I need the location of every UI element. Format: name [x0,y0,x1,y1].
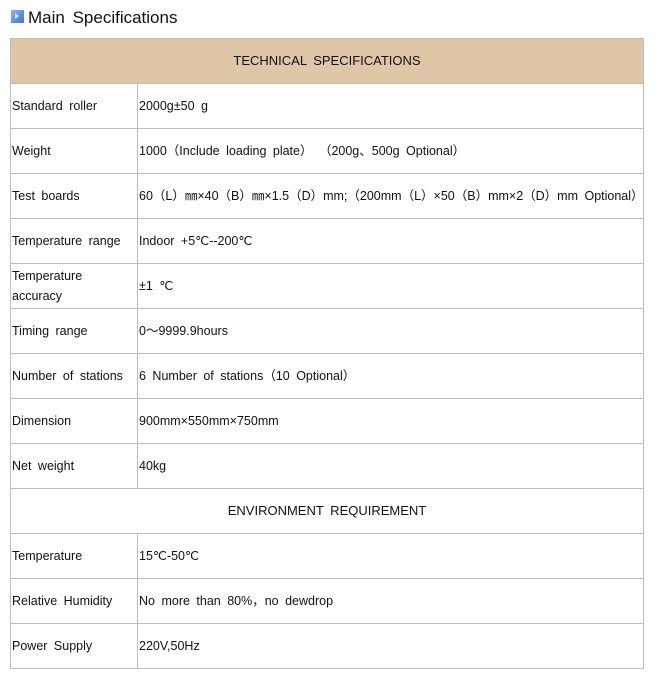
spec-value: 15℃-50℃ [137,533,644,579]
spec-value: 900mm×550mm×750mm [137,398,644,444]
table-row: Relative Humidity No more than 80%，no dew… [10,578,644,624]
spec-value: Indoor +5℃--200℃ [137,218,644,264]
spec-value: 2000g±50 g [137,83,644,129]
spec-label: Standard roller [10,83,138,129]
spec-label: Weight [10,128,138,174]
spec-label: Dimension [10,398,138,444]
spec-value: 40kg [137,443,644,489]
table-row: Timing range 0～9999.9hours [10,308,644,354]
table-row: Temperature 15℃-50℃ [10,533,644,579]
spec-label: Number of stations [10,353,138,399]
environment-header-row: ENVIRONMENT REQUIREMENT [10,488,644,534]
spec-label: Temperature [10,533,138,579]
spec-value: 60（L）㎜×40（B）㎜×1.5（D）mm;（200mm（L）×50（B）mm… [137,173,644,219]
bullet-arrow-icon [11,9,24,23]
spec-label: Relative Humidity [10,578,138,624]
table-row: Temperature accuracy ±1 ℃ [10,263,644,309]
table-row: Standard roller 2000g±50 g [10,83,644,129]
spec-value: ±1 ℃ [137,263,644,309]
spec-value: No more than 80%，no dewdrop [137,578,644,624]
table-row: Weight 1000（Include loading plate） （200g、… [10,128,644,174]
table-row: Net weight 40kg [10,443,644,489]
section-title: Main Specifications [11,8,177,28]
spec-label: Temperature accuracy [10,263,138,309]
table-row: Number of stations 6 Number of stations（1… [10,353,644,399]
table-row: Dimension 900mm×550mm×750mm [10,398,644,444]
spec-label: Net weight [10,443,138,489]
spec-table: TECHNICAL SPECIFICATIONS Standard roller 2… [10,38,644,669]
table-row: Power Supply 220V,50Hz [10,623,644,669]
technical-header-row: TECHNICAL SPECIFICATIONS [10,38,644,84]
spec-value: 6 Number of stations（10 Optional） [137,353,644,399]
spec-label: Test boards [10,173,138,219]
section-title-text: Main Specifications [28,8,178,27]
spec-label: Temperature range [10,218,138,264]
table-row: Temperature range Indoor +5℃--200℃ [10,218,644,264]
spec-value: 0～9999.9hours [137,308,644,354]
spec-label: Power Supply [10,623,138,669]
spec-value: 220V,50Hz [137,623,644,669]
spec-value: 1000（Include loading plate） （200g、500g O… [137,128,644,174]
spec-label: Timing range [10,308,138,354]
section-header: ENVIRONMENT REQUIREMENT [10,488,644,534]
table-row: Test boards 60（L）㎜×40（B）㎜×1.5（D）mm;（200mm… [10,173,644,219]
section-header: TECHNICAL SPECIFICATIONS [10,38,644,84]
